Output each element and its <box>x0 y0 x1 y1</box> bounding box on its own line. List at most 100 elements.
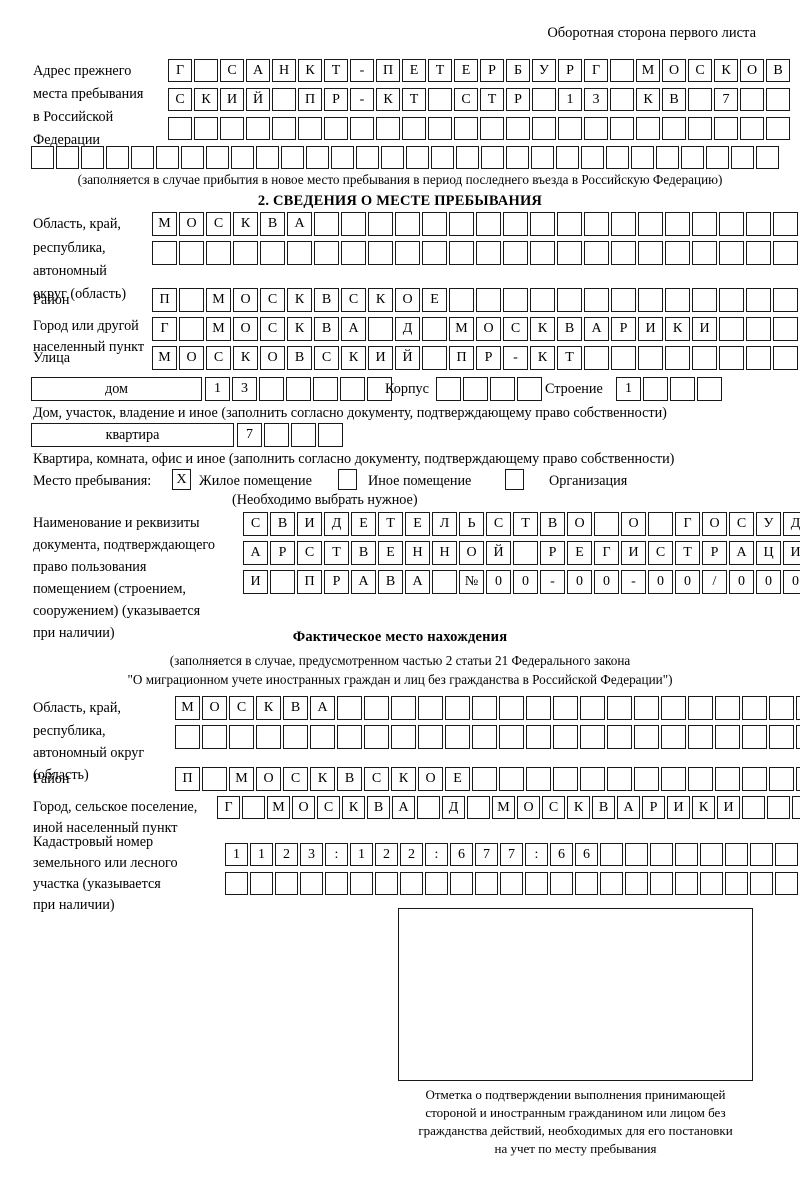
char-cell[interactable] <box>769 725 794 749</box>
char-cell[interactable] <box>179 288 204 312</box>
char-cell[interactable]: Т <box>324 541 349 565</box>
char-cell[interactable]: О <box>256 767 281 791</box>
char-cell[interactable] <box>746 241 771 265</box>
prev-address-row-4[interactable] <box>31 146 779 169</box>
char-cell[interactable] <box>688 696 713 720</box>
char-cell[interactable] <box>367 377 392 401</box>
char-cell[interactable] <box>341 241 366 265</box>
char-cell[interactable] <box>513 541 538 565</box>
char-cell[interactable]: Л <box>432 512 457 536</box>
char-cell[interactable] <box>557 212 582 236</box>
char-cell[interactable] <box>662 117 686 140</box>
char-cell[interactable] <box>425 872 448 895</box>
char-cell[interactable]: В <box>592 796 615 819</box>
char-cell[interactable]: Й <box>246 88 270 111</box>
char-cell[interactable]: 0 <box>729 570 754 594</box>
char-cell[interactable]: А <box>287 212 312 236</box>
char-cell[interactable]: К <box>287 317 312 341</box>
char-cell[interactable]: К <box>530 346 555 370</box>
char-cell[interactable] <box>356 146 379 169</box>
char-cell[interactable]: Й <box>395 346 420 370</box>
char-cell[interactable]: В <box>662 88 686 111</box>
char-cell[interactable] <box>417 796 440 819</box>
char-cell[interactable]: 0 <box>567 570 592 594</box>
char-cell[interactable]: 0 <box>486 570 511 594</box>
char-cell[interactable]: - <box>350 59 374 82</box>
char-cell[interactable]: С <box>260 288 285 312</box>
char-cell[interactable]: О <box>292 796 315 819</box>
char-cell[interactable] <box>202 767 227 791</box>
char-cell[interactable] <box>719 346 744 370</box>
char-cell[interactable] <box>310 725 335 749</box>
char-cell[interactable]: К <box>298 59 322 82</box>
char-cell[interactable] <box>291 423 316 447</box>
char-cell[interactable] <box>742 696 767 720</box>
char-cell[interactable] <box>525 872 548 895</box>
char-cell[interactable]: Д <box>442 796 465 819</box>
char-cell[interactable] <box>692 346 717 370</box>
char-cell[interactable]: И <box>243 570 268 594</box>
char-cell[interactable]: 1 <box>616 377 641 401</box>
char-cell[interactable]: В <box>314 317 339 341</box>
char-cell[interactable] <box>636 117 660 140</box>
char-cell[interactable] <box>700 872 723 895</box>
char-cell[interactable] <box>773 241 798 265</box>
char-cell[interactable]: 0 <box>594 570 619 594</box>
char-cell[interactable] <box>553 767 578 791</box>
char-cell[interactable] <box>156 146 179 169</box>
char-cell[interactable]: В <box>270 512 295 536</box>
char-cell[interactable]: 6 <box>575 843 598 866</box>
char-cell[interactable]: И <box>717 796 740 819</box>
char-cell[interactable]: 7 <box>475 843 498 866</box>
char-cell[interactable]: В <box>351 541 376 565</box>
char-cell[interactable]: Е <box>454 59 478 82</box>
char-cell[interactable] <box>746 346 771 370</box>
char-cell[interactable] <box>395 212 420 236</box>
char-cell[interactable]: Р <box>324 88 348 111</box>
char-cell[interactable] <box>634 725 659 749</box>
char-cell[interactable] <box>556 146 579 169</box>
char-cell[interactable] <box>220 117 244 140</box>
char-cell[interactable]: В <box>766 59 790 82</box>
char-cell[interactable] <box>553 696 578 720</box>
char-cell[interactable] <box>402 117 426 140</box>
char-cell[interactable] <box>638 241 663 265</box>
char-cell[interactable] <box>719 212 744 236</box>
char-cell[interactable]: И <box>638 317 663 341</box>
char-cell[interactable] <box>275 872 298 895</box>
char-cell[interactable]: К <box>376 88 400 111</box>
checkbox-residential[interactable]: X <box>172 469 191 490</box>
char-cell[interactable] <box>449 288 474 312</box>
char-cell[interactable] <box>692 241 717 265</box>
char-cell[interactable]: 3 <box>584 88 608 111</box>
char-cell[interactable] <box>499 767 524 791</box>
char-cell[interactable]: Т <box>513 512 538 536</box>
char-cell[interactable]: М <box>449 317 474 341</box>
char-cell[interactable] <box>476 241 501 265</box>
char-cell[interactable]: С <box>486 512 511 536</box>
char-cell[interactable] <box>391 696 416 720</box>
char-cell[interactable]: С <box>341 288 366 312</box>
char-cell[interactable] <box>706 146 729 169</box>
char-cell[interactable]: У <box>532 59 556 82</box>
char-cell[interactable] <box>368 317 393 341</box>
char-cell[interactable] <box>681 146 704 169</box>
char-cell[interactable] <box>688 725 713 749</box>
char-cell[interactable] <box>428 117 452 140</box>
char-cell[interactable]: Е <box>402 59 426 82</box>
char-cell[interactable]: 3 <box>300 843 323 866</box>
char-cell[interactable] <box>422 346 447 370</box>
char-cell[interactable]: 1 <box>558 88 582 111</box>
char-cell[interactable] <box>250 872 273 895</box>
char-cell[interactable]: С <box>364 767 389 791</box>
char-cell[interactable] <box>31 146 54 169</box>
char-cell[interactable] <box>233 241 258 265</box>
char-cell[interactable] <box>131 146 154 169</box>
char-cell[interactable]: 2 <box>275 843 298 866</box>
char-cell[interactable]: Е <box>422 288 447 312</box>
char-cell[interactable] <box>769 696 794 720</box>
